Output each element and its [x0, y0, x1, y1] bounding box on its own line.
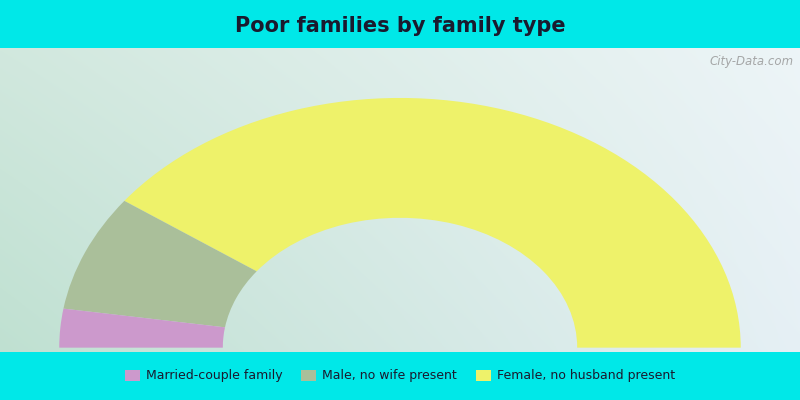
Text: Poor families by family type: Poor families by family type [234, 16, 566, 36]
Legend: Married-couple family, Male, no wife present, Female, no husband present: Married-couple family, Male, no wife pre… [120, 364, 680, 388]
Wedge shape [63, 201, 257, 327]
Text: City-Data.com: City-Data.com [710, 54, 794, 68]
Wedge shape [59, 308, 225, 348]
Wedge shape [124, 98, 741, 348]
